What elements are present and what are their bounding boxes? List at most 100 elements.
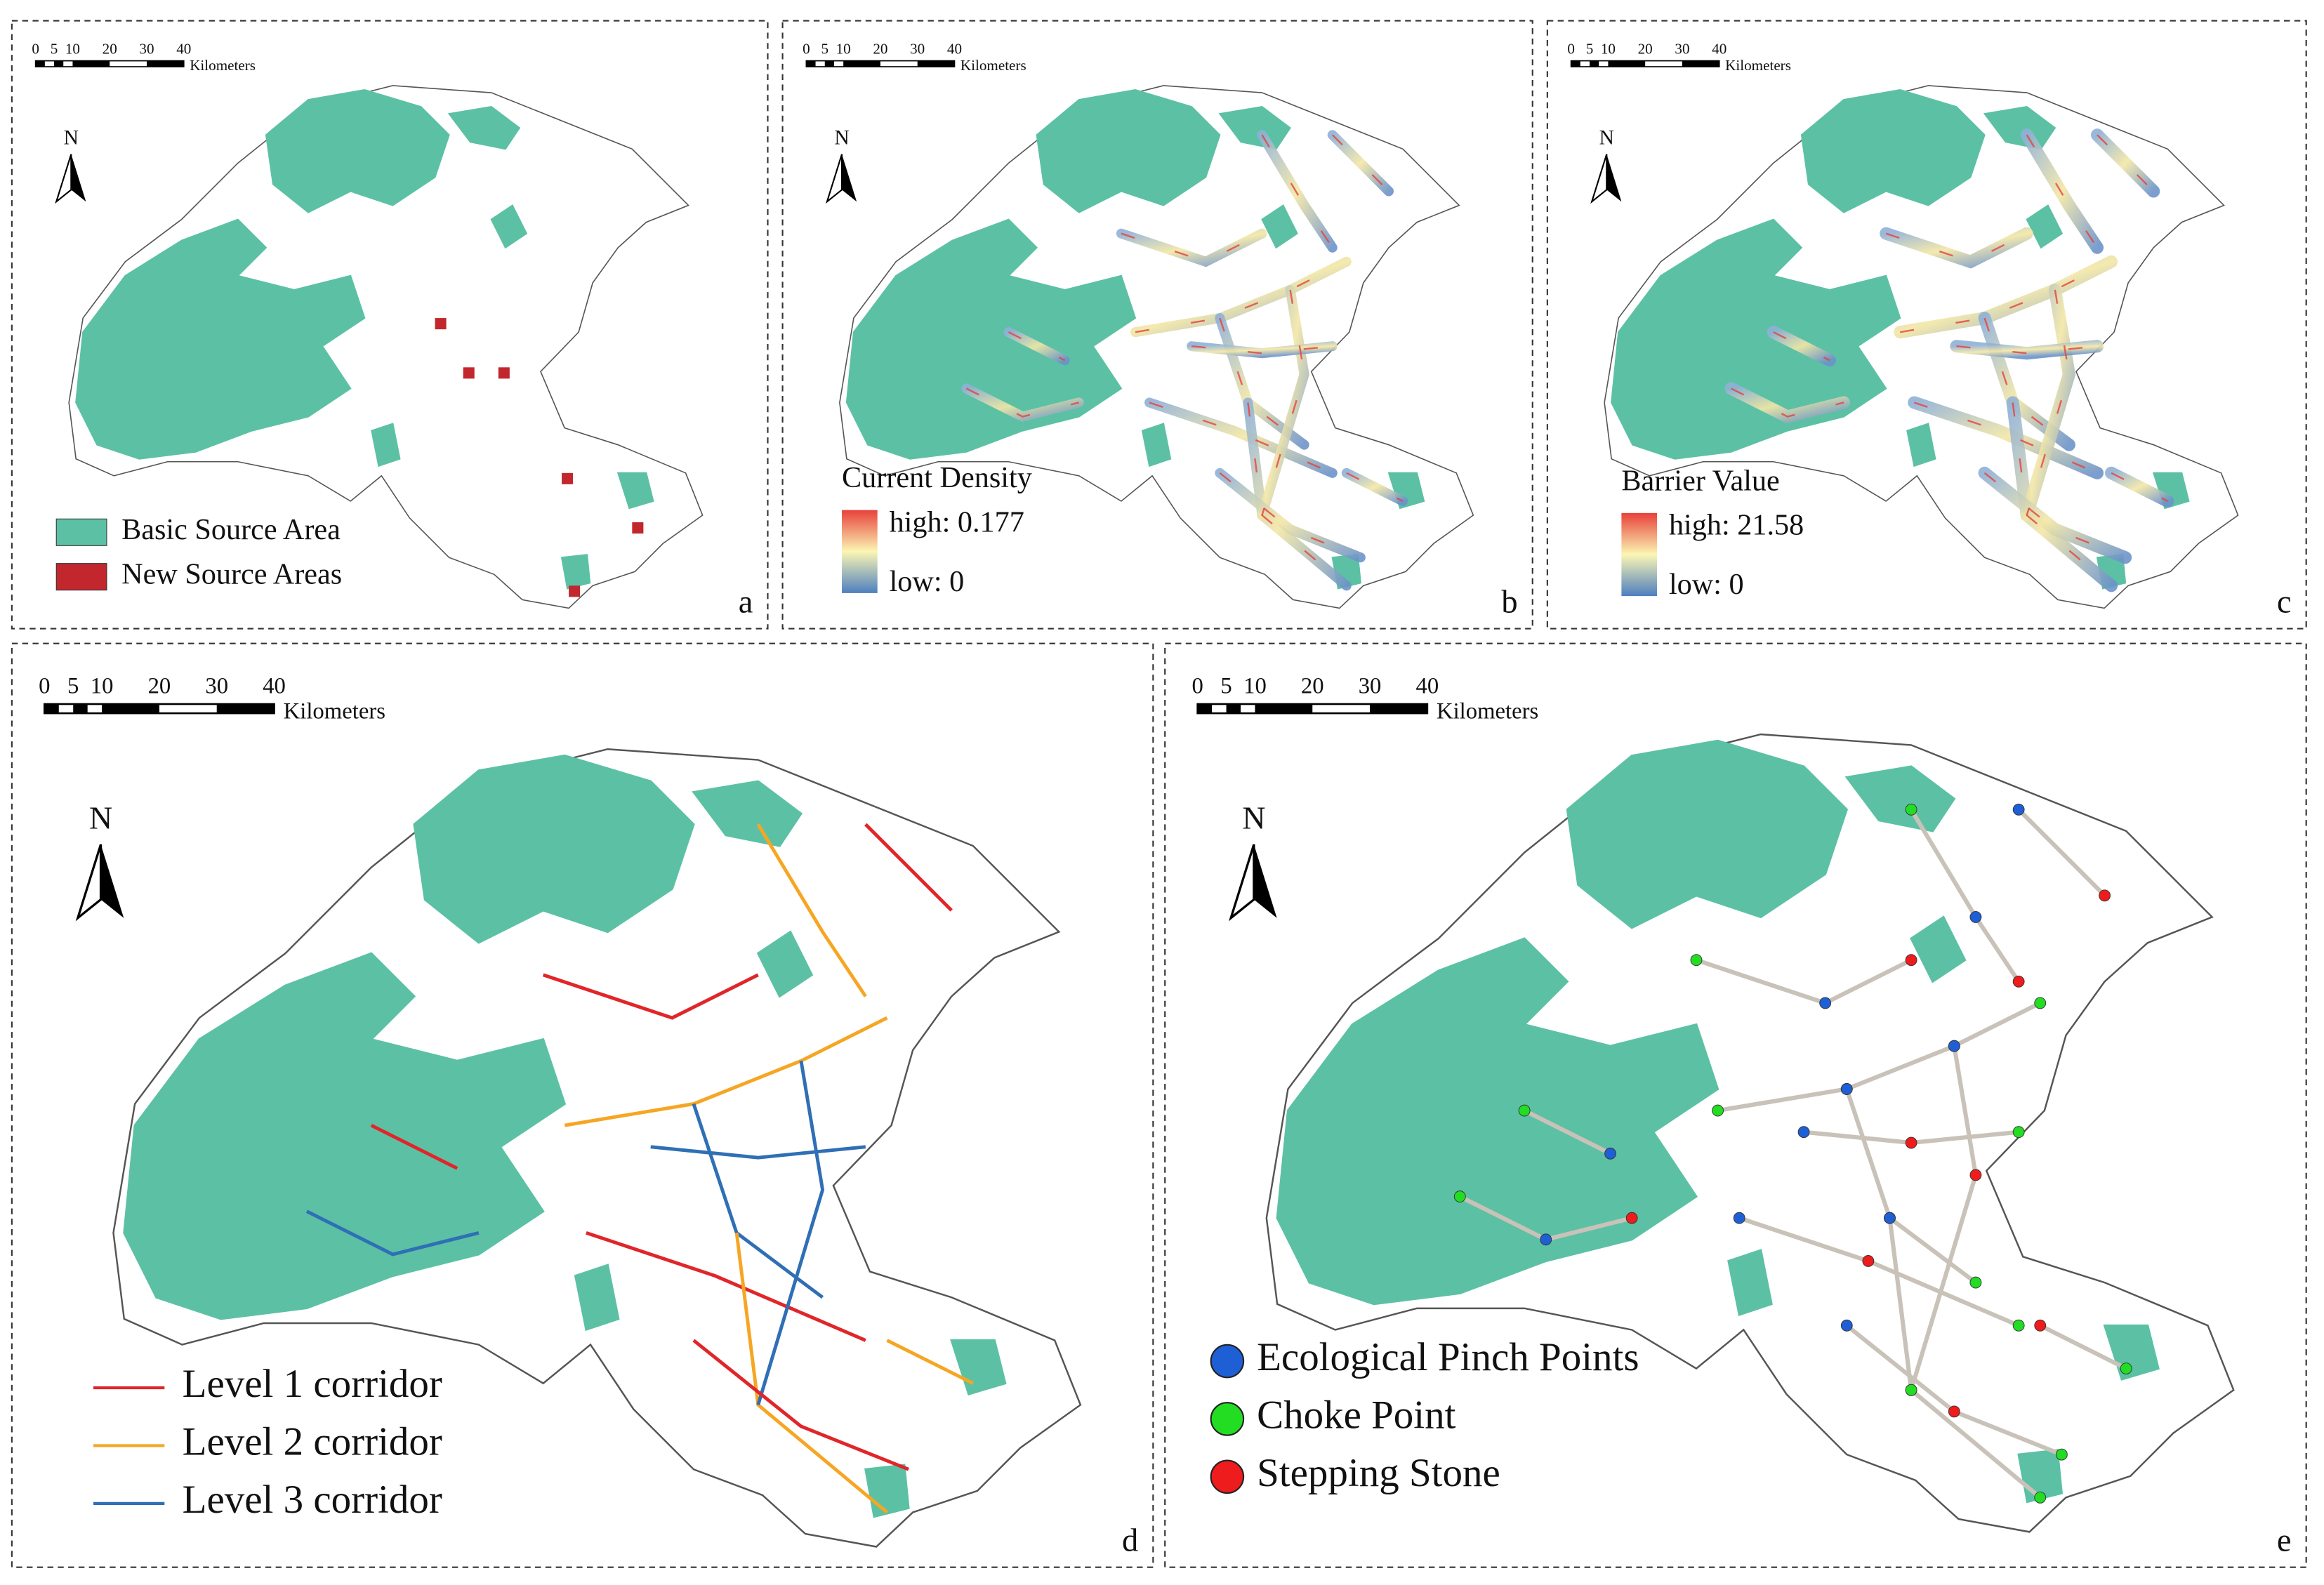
legend-swatch xyxy=(55,518,107,546)
legend: Current Density high: 0.177 low: 0 xyxy=(842,461,1032,598)
source-area xyxy=(2026,204,2064,249)
node xyxy=(1948,1405,1960,1418)
scale-bar-seg xyxy=(1571,60,1580,67)
scale-bar-seg xyxy=(824,60,834,67)
north-right xyxy=(71,154,86,202)
map xyxy=(839,85,1474,609)
scale-label: 30 xyxy=(1359,674,1382,699)
corridor-core xyxy=(1331,134,1389,192)
node xyxy=(1840,1083,1853,1095)
coastline xyxy=(112,748,1082,1548)
scale-label: 20 xyxy=(148,674,171,699)
node xyxy=(1453,1191,1466,1203)
node xyxy=(1733,1212,1745,1224)
source-area xyxy=(75,218,366,460)
corridor xyxy=(886,1339,974,1385)
corridor xyxy=(305,1209,480,1256)
corridor xyxy=(1717,1001,2042,1113)
node xyxy=(2099,889,2111,902)
corridor xyxy=(370,1124,458,1170)
scale-label: 0 xyxy=(803,41,810,58)
corridor xyxy=(692,1339,909,1471)
legend-label: Basic Source Area xyxy=(121,513,341,546)
source-area xyxy=(845,218,1137,460)
scale-bar-seg xyxy=(1370,704,1427,714)
new-source-area xyxy=(435,318,447,330)
legend-label: New Source Areas xyxy=(121,557,342,590)
scale-label: 5 xyxy=(1586,41,1594,58)
corridor-core xyxy=(1135,260,1347,333)
scale-label: 10 xyxy=(1601,41,1616,58)
scale-label: 40 xyxy=(176,41,191,58)
north-left xyxy=(825,154,843,204)
north-arrow: N xyxy=(55,126,86,204)
source-area xyxy=(1276,937,1719,1306)
node xyxy=(2120,1362,2132,1375)
source-area xyxy=(1036,88,1221,213)
scale-label: 20 xyxy=(1638,41,1653,58)
scale-label: 40 xyxy=(1416,674,1439,699)
node xyxy=(1712,1104,1724,1117)
corridor xyxy=(564,1016,888,1127)
node xyxy=(1948,1040,1960,1052)
source-area xyxy=(1910,915,1967,983)
node xyxy=(1690,954,1703,967)
node xyxy=(1862,1255,1875,1267)
scale-bar-seg xyxy=(1255,704,1313,714)
scale-unit: Kilometers xyxy=(284,699,385,724)
scale-bar-seg xyxy=(917,60,955,67)
scale-label: 20 xyxy=(1301,674,1324,699)
scale-label: 5 xyxy=(1220,674,1232,699)
north-label: N xyxy=(64,126,79,149)
north-right xyxy=(1606,154,1622,202)
north-right xyxy=(842,154,857,202)
scale-bar-seg xyxy=(73,704,88,714)
scale-label: 10 xyxy=(91,674,114,699)
source-area xyxy=(490,204,528,249)
corridor xyxy=(1950,340,2104,360)
new-source-area xyxy=(562,472,574,484)
corridor-core xyxy=(1731,387,1844,418)
panel-letter: b xyxy=(1501,584,1517,620)
panel-border xyxy=(1164,642,2307,1568)
scale-label: 10 xyxy=(1243,674,1267,699)
corridor xyxy=(1257,284,1309,521)
node xyxy=(1819,997,1832,1009)
legend-title: Barrier Value xyxy=(1621,464,1779,497)
coastline xyxy=(1265,733,2235,1533)
node xyxy=(2012,803,2025,816)
corridor-core xyxy=(1008,331,1066,362)
source-area xyxy=(1218,106,1291,150)
scale-bar-seg xyxy=(1590,60,1599,67)
scale-bar-seg xyxy=(146,60,184,67)
north-arrow: N xyxy=(1590,126,1622,204)
node xyxy=(1969,1276,1982,1289)
source-area xyxy=(692,780,803,847)
scale-label: 40 xyxy=(1712,41,1727,58)
corridor xyxy=(864,823,953,912)
scale-bar-seg xyxy=(806,60,816,67)
scale-label: 40 xyxy=(263,674,286,699)
source-area xyxy=(371,423,401,467)
scale-bar-seg xyxy=(54,60,64,67)
corridor-core xyxy=(1773,331,1830,362)
legend-low: low: 0 xyxy=(1669,568,1744,601)
new-source-area xyxy=(498,367,510,379)
scale-label: 0 xyxy=(1191,674,1203,699)
node xyxy=(2034,997,2047,1009)
scale-unit: Kilometers xyxy=(1725,57,1791,74)
corridor xyxy=(542,973,759,1020)
map xyxy=(1265,733,2235,1533)
scale-bar-seg xyxy=(843,60,880,67)
north-left xyxy=(55,154,72,204)
source-area xyxy=(756,930,814,998)
panel-letter: e xyxy=(2277,1523,2292,1559)
new-source-area xyxy=(569,585,581,597)
north-left xyxy=(75,844,103,922)
map xyxy=(112,748,1082,1548)
